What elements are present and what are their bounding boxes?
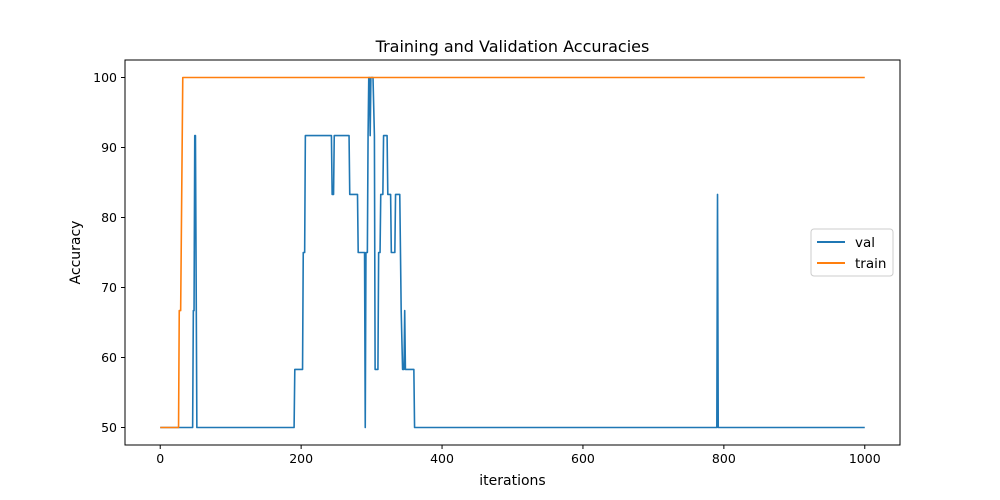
x-tick-label: 800: [712, 451, 736, 466]
x-tick-label: 1000: [849, 451, 881, 466]
y-tick-label: 80: [101, 210, 117, 225]
y-axis: 50 60 70 80 90 100: [93, 70, 125, 435]
y-tick-label: 90: [101, 140, 117, 155]
y-tick-label: 100: [93, 70, 117, 85]
y-axis-label: Accuracy: [68, 221, 84, 285]
x-axis-label: iterations: [479, 473, 545, 489]
series-line-val: [160, 76, 865, 429]
y-tick-label: 50: [101, 420, 117, 435]
x-tick-label: 400: [430, 451, 454, 466]
x-tick-label: 0: [156, 451, 164, 466]
legend-box: [810, 228, 894, 277]
series-layer: [160, 76, 865, 429]
y-tick-label: 70: [101, 280, 117, 295]
plot-frame: [124, 59, 901, 446]
legend-label-train: train: [855, 256, 886, 272]
x-axis: 0 200 400 600 800 1000: [156, 445, 881, 466]
y-tick-label: 60: [101, 350, 117, 365]
x-tick-label: 600: [571, 451, 595, 466]
legend-label-val: val: [855, 235, 875, 251]
x-tick-label: 200: [289, 451, 313, 466]
legend: val train: [810, 228, 894, 277]
series-line-train: [160, 76, 865, 429]
plot-area: [125, 60, 900, 445]
chart-title: Training and Validation Accuracies: [375, 37, 650, 56]
